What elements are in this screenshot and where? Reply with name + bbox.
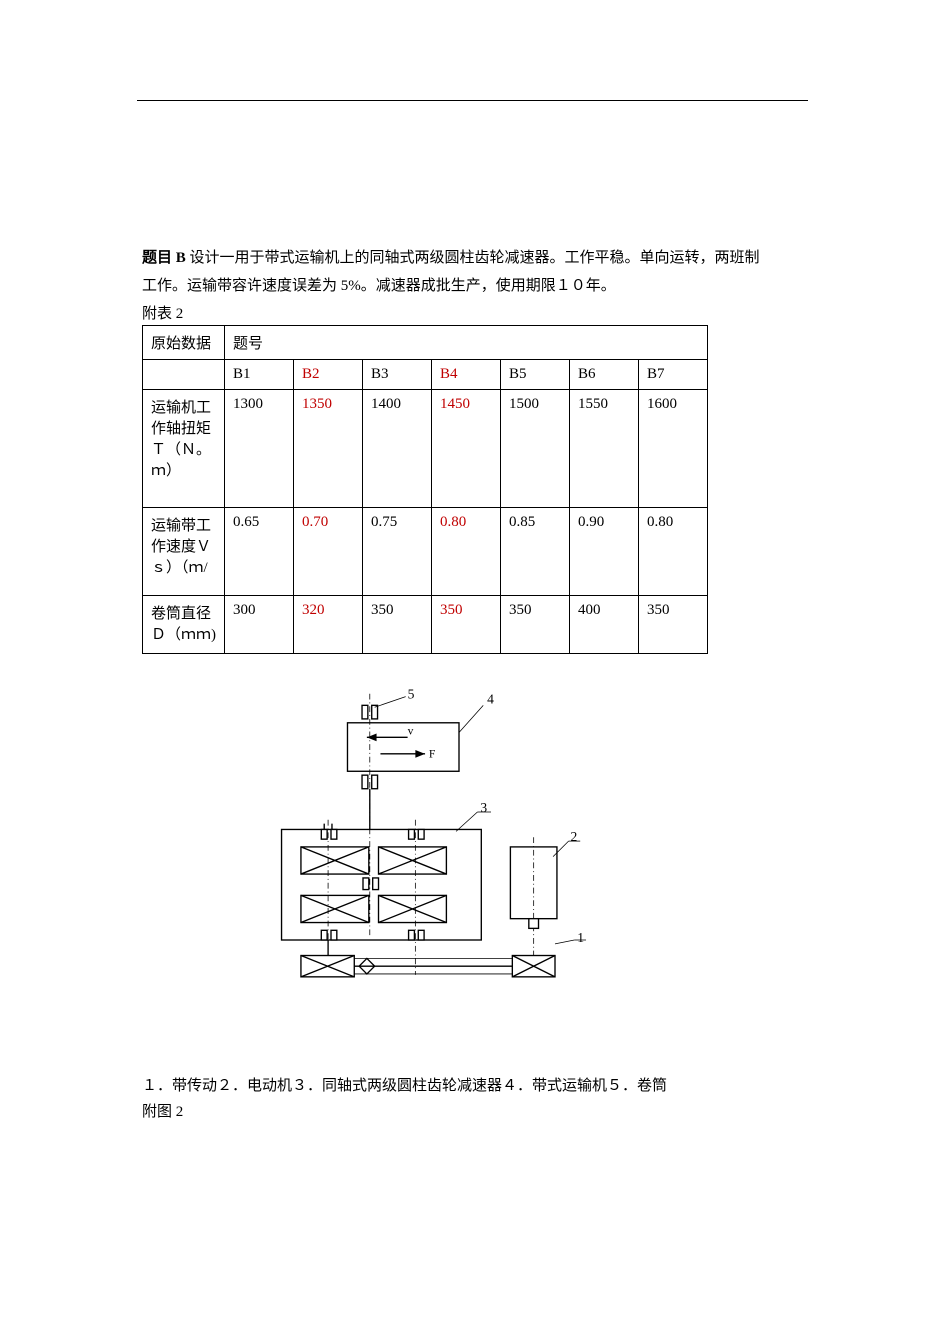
- col-B6: B6: [570, 360, 639, 390]
- callout-1: 1: [577, 930, 584, 945]
- table-header-row-2: B1 B2 B3 B4 B5 B6 B7: [143, 360, 708, 390]
- table-row: 运输机工作轴扭矩Ｔ（Ｎ。ｍ） 1300 1350 1400 1450 1500 …: [143, 390, 708, 508]
- cell: 1300: [225, 390, 294, 508]
- cell: 300: [225, 596, 294, 654]
- cell: 320: [294, 596, 363, 654]
- appendix-table-label: 附表 2: [142, 302, 803, 323]
- table-row: 运输带工作速度Ｖｓ）（ｍ/ 0.65 0.70 0.75 0.80 0.85 0…: [143, 508, 708, 596]
- caption-line2: 附图 2: [142, 1100, 803, 1126]
- mechanical-schematic-diagram: 5 4 3 2 1 v F: [262, 684, 592, 1004]
- col-B4: B4: [432, 360, 501, 390]
- col-B1: B1: [225, 360, 294, 390]
- arrow-v-label: v: [408, 724, 414, 737]
- header-blank: [143, 360, 225, 390]
- cell: 0.65: [225, 508, 294, 596]
- callout-2: 2: [571, 829, 578, 844]
- table-row: 卷筒直径Ｄ（ｍｍ) 300 320 350 350 350 400 350: [143, 596, 708, 654]
- row-label-1: 运输带工作速度Ｖｓ）（ｍ/: [143, 508, 225, 596]
- caption-line1: １．带传动２．电动机３．同轴式两级圆柱齿轮减速器４．带式运输机５．卷筒: [142, 1074, 803, 1100]
- cell: 0.80: [432, 508, 501, 596]
- col-B3: B3: [363, 360, 432, 390]
- cell: 1500: [501, 390, 570, 508]
- document-page: 题目 B 设计一用于带式运输机上的同轴式两级圆柱齿轮减速器。工作平稳。单向运转，…: [0, 0, 945, 1185]
- intro-line1: 设计一用于带式运输机上的同轴式两级圆柱齿轮减速器。工作平稳。单向运转，两班制: [186, 250, 760, 266]
- row-label-0: 运输机工作轴扭矩Ｔ（Ｎ。ｍ）: [143, 390, 225, 508]
- cell: 1450: [432, 390, 501, 508]
- diagram-container: 5 4 3 2 1 v F: [262, 684, 803, 1004]
- col-B7: B7: [639, 360, 708, 390]
- header-span: 题号: [225, 326, 708, 360]
- col-B5: B5: [501, 360, 570, 390]
- cell: 350: [432, 596, 501, 654]
- cell: 0.85: [501, 508, 570, 596]
- cell: 350: [639, 596, 708, 654]
- callout-3: 3: [480, 800, 487, 815]
- table-header-row-1: 原始数据 题号: [143, 326, 708, 360]
- cell: 0.90: [570, 508, 639, 596]
- col-B2: B2: [294, 360, 363, 390]
- cell: 0.75: [363, 508, 432, 596]
- cell: 350: [501, 596, 570, 654]
- cell: 1550: [570, 390, 639, 508]
- row-label-2: 卷筒直径Ｄ（ｍｍ): [143, 596, 225, 654]
- cell: 1400: [363, 390, 432, 508]
- cell: 0.80: [639, 508, 708, 596]
- cell: 400: [570, 596, 639, 654]
- callout-5: 5: [408, 687, 415, 702]
- title-prefix: 题目 B: [142, 250, 186, 266]
- callout-4: 4: [487, 691, 494, 706]
- data-table: 原始数据 题号 B1 B2 B3 B4 B5 B6 B7 运输机工作轴扭矩Ｔ（Ｎ…: [142, 325, 708, 654]
- cell: 1350: [294, 390, 363, 508]
- arrow-f-label: F: [429, 748, 436, 761]
- intro-line2: 工作。运输带容许速度误差为 5%。减速器成批生产，使用期限１０年。: [142, 274, 803, 298]
- intro-paragraph: 题目 B 设计一用于带式运输机上的同轴式两级圆柱齿轮减速器。工作平稳。单向运转，…: [142, 246, 803, 270]
- cell: 350: [363, 596, 432, 654]
- top-rule: [137, 100, 808, 101]
- cell: 0.70: [294, 508, 363, 596]
- cell: 1600: [639, 390, 708, 508]
- header-rowlabel: 原始数据: [143, 326, 225, 360]
